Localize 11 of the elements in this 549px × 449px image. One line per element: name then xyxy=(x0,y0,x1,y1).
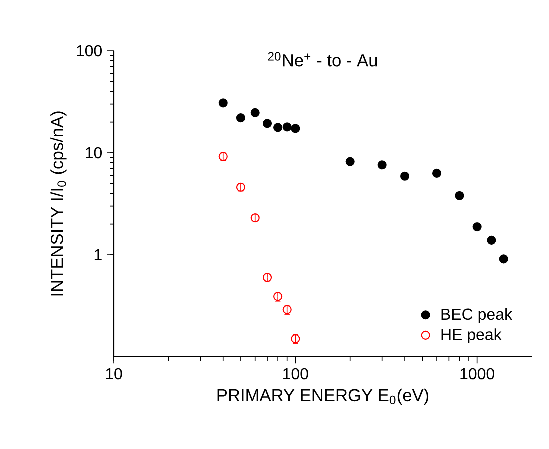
legend-label: HE peak xyxy=(442,328,502,344)
y-axis-title: INTENSITY I/I$_{0}$ (cps/nA) xyxy=(50,112,67,296)
x-axis-title: PRIMARY ENERGY E$_{0}$(eV) xyxy=(218,388,429,406)
x-tick-label: 1000 xyxy=(460,368,494,380)
x-tick-label: 100 xyxy=(284,368,308,380)
y-tick-label: 1 xyxy=(94,249,102,260)
chart-title: $^{20}$Ne$^{+}$ - to - Au xyxy=(268,52,378,67)
legend-label: BEC peak xyxy=(442,308,513,324)
y-tick-label: 10 xyxy=(86,147,102,159)
y-tick-label: 100 xyxy=(77,45,102,57)
x-tick-label: 10 xyxy=(106,368,122,380)
